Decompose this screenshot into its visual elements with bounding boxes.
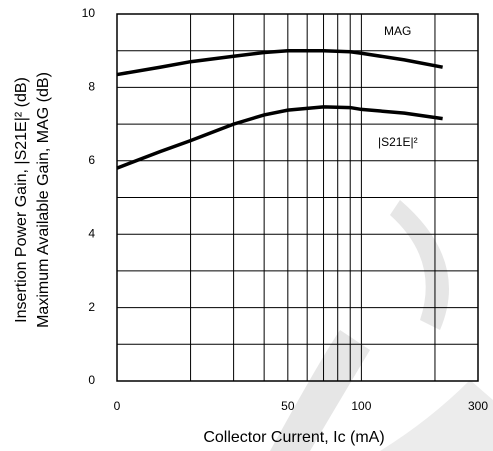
y-tick-label: 10 <box>82 6 96 20</box>
y-tick-label: 2 <box>88 300 95 314</box>
series-label: |S21E|² <box>378 135 418 149</box>
line-series <box>116 105 443 170</box>
y-tick-label: 6 <box>88 153 95 167</box>
x-tick-label: 300 <box>468 399 488 413</box>
x-tick-label: 100 <box>351 399 371 413</box>
y-axis-title: Insertion Power Gain, |S21E|² (dB) <box>13 77 30 323</box>
y-tick-label: 0 <box>88 373 95 387</box>
y-tick-label: 8 <box>88 80 95 94</box>
plot-frame <box>116 13 479 382</box>
line-series <box>116 48 443 77</box>
watermark <box>390 200 449 330</box>
watermark <box>380 380 493 451</box>
watermark <box>270 330 370 451</box>
x-axis-title: Collector Current, Ic (mA) <box>203 429 384 446</box>
x-tick-label: 50 <box>281 399 295 413</box>
y-tick-label: 4 <box>88 226 95 240</box>
series-label: MAG <box>384 24 411 38</box>
y-axis-title: Maximum Available Gain, MAG (dB) <box>35 72 52 328</box>
x-tick-label: 0 <box>114 399 121 413</box>
